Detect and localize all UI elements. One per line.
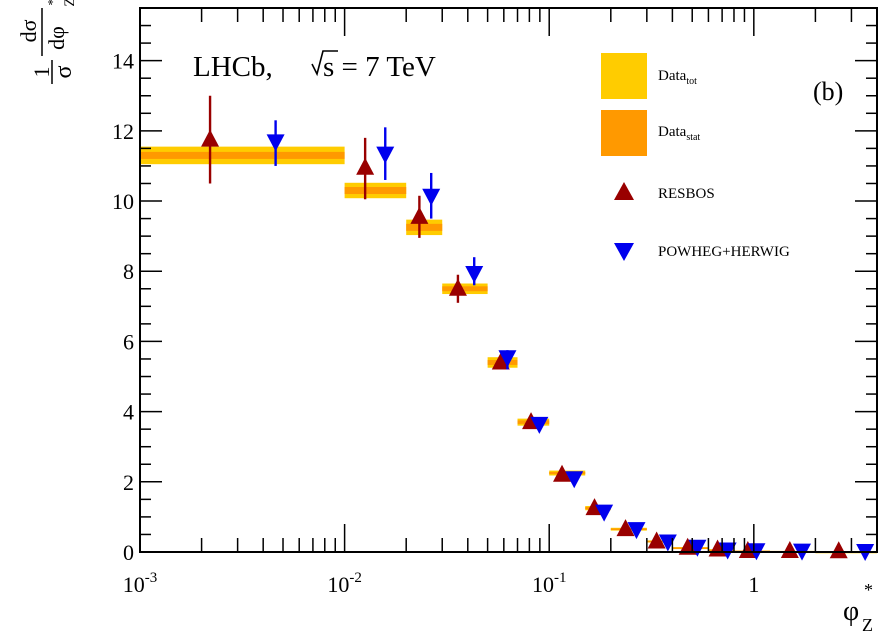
data-stat-band	[442, 286, 488, 292]
sqrt-sign-icon	[311, 50, 338, 77]
legend-marker-resbos-icon	[614, 182, 634, 200]
powheg-point	[595, 504, 614, 522]
data-stat-band	[344, 186, 407, 195]
resbos-point	[448, 278, 467, 296]
x-tick-label: 10-2	[327, 570, 362, 597]
y-tick-label: 10	[112, 189, 134, 214]
y-title-num-right: dσ	[16, 19, 41, 42]
sqrt-s-text: s = 7 TeV	[323, 51, 436, 83]
y-title-sub: Z	[62, 0, 78, 7]
axis-layer: 0 2 4 6 8 10 12 14 10-3 10-2 10-1 1	[112, 8, 878, 597]
legend-marker-powheg-icon	[614, 243, 634, 261]
y-tick-label: 8	[123, 259, 134, 284]
y-title-den-right: dφ	[44, 26, 69, 50]
resbos-point	[553, 464, 572, 482]
data-layer	[140, 95, 877, 561]
legend: Datatot Datastat RESBOS POWHEG+HERWIG	[601, 53, 790, 261]
data-stat-band	[406, 223, 443, 231]
y-title-den-left: σ	[51, 65, 77, 78]
legend-swatch-data-tot	[601, 53, 647, 99]
x-tick-label: 1	[748, 572, 759, 597]
resbos-point	[410, 206, 429, 224]
powheg-point	[627, 522, 646, 540]
x-axis-title: φ Z *	[843, 580, 873, 635]
resbos-point	[491, 352, 510, 370]
legend-label-powheg: POWHEG+HERWIG	[658, 244, 790, 260]
y-tick-label: 4	[123, 400, 134, 425]
legend-label-data-tot: Datatot	[658, 68, 697, 87]
resbos-point	[356, 157, 375, 175]
legend-label-resbos: RESBOS	[658, 186, 715, 202]
sqrt-s-label: s = 7 TeV	[311, 50, 436, 83]
legend-label-data-stat: Datastat	[658, 124, 700, 143]
resbos-point	[780, 540, 799, 558]
data-stat-band	[140, 151, 345, 159]
resbos-point	[829, 541, 848, 559]
x-title-main: φ	[843, 596, 859, 627]
resbos-point	[647, 531, 666, 549]
x-tick-label: 10-1	[532, 570, 567, 597]
powheg-point	[465, 265, 484, 283]
x-title-sub: Z	[862, 615, 873, 635]
y-tick-label: 0	[123, 540, 134, 565]
powheg-point	[422, 188, 441, 206]
y-title-sup: *	[46, 0, 61, 6]
panel-label: (b)	[813, 77, 843, 106]
y-axis-title: 1 σ dσ dφ Z *	[16, 0, 78, 84]
x-tick-label: 10-3	[123, 570, 158, 597]
y-tick-label: 2	[123, 470, 134, 495]
y-title-num-left: 1	[29, 67, 54, 78]
resbos-point	[616, 519, 635, 537]
powheg-point	[530, 416, 549, 434]
resbos-point	[201, 129, 220, 147]
powheg-point	[266, 134, 285, 152]
legend-swatch-data-stat	[601, 110, 647, 156]
resbos-point	[738, 540, 757, 558]
x-title-sup: *	[864, 580, 873, 600]
y-tick-label: 6	[123, 329, 134, 354]
experiment-label: LHCb,	[193, 51, 273, 83]
y-tick-label: 12	[112, 119, 134, 144]
powheg-point	[376, 146, 395, 164]
powheg-point	[565, 471, 584, 489]
powheg-point	[498, 350, 517, 368]
y-tick-label: 14	[112, 49, 134, 74]
plot-frame	[139, 7, 878, 553]
